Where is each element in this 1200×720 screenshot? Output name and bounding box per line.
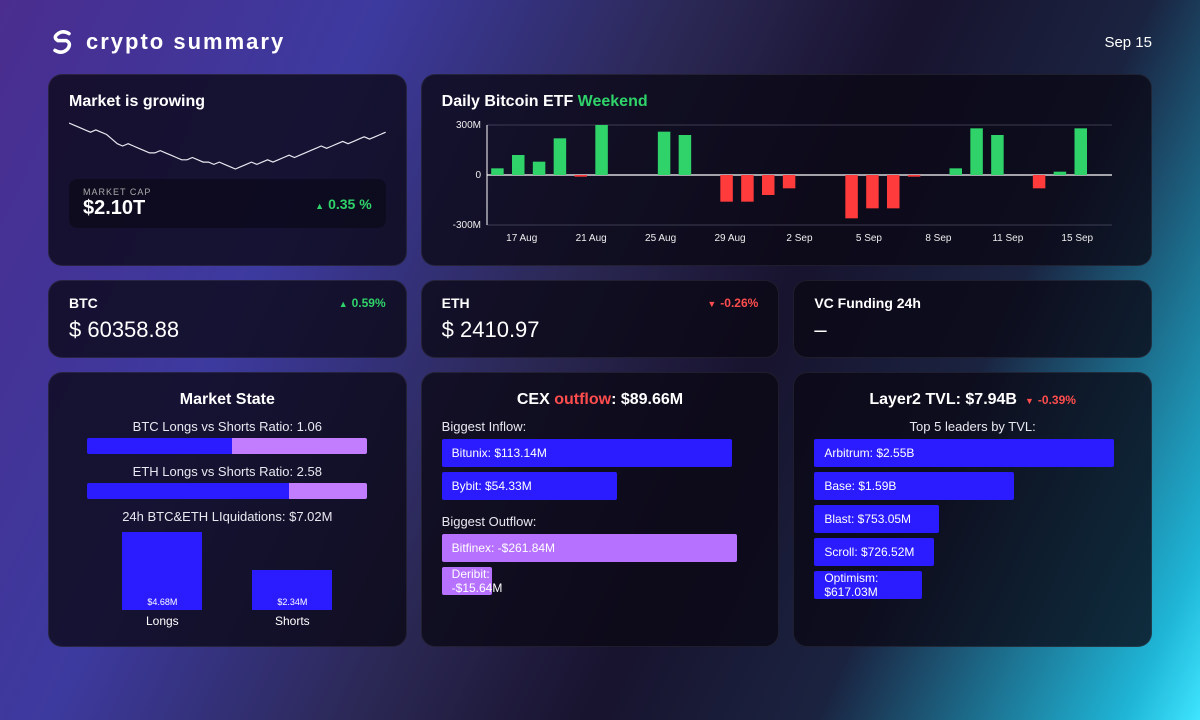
- svg-text:29 Aug: 29 Aug: [714, 233, 745, 244]
- shorts-col: $2.34M Shorts: [252, 570, 332, 628]
- etf-title-suffix: Weekend: [578, 93, 648, 110]
- btc-ratio-label: BTC Longs vs Shorts Ratio: 1.06: [69, 419, 386, 434]
- market-state-card: Market State BTC Longs vs Shorts Ratio: …: [48, 372, 407, 647]
- market-cap-value: $2.10T: [83, 197, 151, 220]
- eth-card: ETH -0.26% $ 2410.97: [421, 280, 780, 358]
- btc-symbol: BTC: [69, 295, 98, 311]
- cex-title: CEX outflow: $89.66M: [442, 391, 759, 409]
- etf-bar-chart: -300M 0 300M 17 Aug 21 Aug 25 Aug 29 Aug 2 Sep 5…: [442, 117, 1122, 247]
- l2-card: Layer2 TVL: $7.94B -0.39% Top 5 leaders …: [793, 372, 1152, 647]
- l2-bar: Arbitrum: $2.55B: [814, 439, 1114, 467]
- svg-text:15 Sep: 15 Sep: [1061, 233, 1093, 244]
- l2-list: Arbitrum: $2.55B Base: $1.59B Blast: $753.…: [814, 439, 1131, 599]
- outflow-label: Biggest Outflow:: [442, 514, 759, 529]
- svg-text:5 Sep: 5 Sep: [856, 233, 883, 244]
- l2-sub: Top 5 leaders by TVL:: [814, 419, 1131, 434]
- l2-title-row: Layer2 TVL: $7.94B -0.39%: [814, 391, 1131, 409]
- eth-ratio-bar: [87, 483, 367, 499]
- longs-col: $4.68M Longs: [122, 532, 202, 628]
- svg-text:25 Aug: 25 Aug: [645, 233, 676, 244]
- market-sparkline: [69, 121, 386, 171]
- svg-text:21 Aug: 21 Aug: [575, 233, 606, 244]
- longs-value: $4.68M: [147, 597, 177, 607]
- svg-text:0: 0: [475, 170, 481, 181]
- eth-ratio-label: ETH Longs vs Shorts Ratio: 2.58: [69, 464, 386, 479]
- eth-pct: -0.26%: [707, 296, 758, 310]
- btc-ratio-bar: [87, 438, 367, 454]
- etf-title-prefix: Daily Bitcoin ETF: [442, 93, 578, 110]
- liq-bars: $4.68M Longs $2.34M Shorts: [69, 532, 386, 628]
- brand-text: crypto summary: [86, 29, 285, 55]
- flow-bar: Bitfinex: -$261.84M: [442, 534, 737, 562]
- vc-value: –: [814, 317, 1131, 343]
- l2-bar: Base: $1.59B: [814, 472, 1014, 500]
- market-title: Market is growing: [69, 93, 386, 111]
- vc-card: VC Funding 24h –: [793, 280, 1152, 358]
- market-state-title: Market State: [69, 391, 386, 409]
- longs-bar: $4.68M: [122, 532, 202, 610]
- btc-pct: 0.59%: [339, 296, 386, 310]
- market-cap-label: MARKET CAP: [83, 187, 151, 197]
- market-cap-pct: 0.35 %: [315, 196, 372, 212]
- l2-bar: Optimism: $617.03M: [814, 571, 922, 599]
- svg-text:2 Sep: 2 Sep: [786, 233, 813, 244]
- svg-text:300M: 300M: [456, 120, 481, 131]
- cex-card: CEX outflow: $89.66M Biggest Inflow: Bit…: [421, 372, 780, 647]
- svg-text:8 Sep: 8 Sep: [925, 233, 952, 244]
- eth-symbol: ETH: [442, 295, 470, 311]
- btc-card: BTC 0.59% $ 60358.88: [48, 280, 407, 358]
- cex-inflows: Bitunix: $113.14M Bybit: $54.33M: [442, 439, 759, 500]
- svg-text:11 Sep: 11 Sep: [992, 233, 1023, 244]
- flow-bar: Deribit: -$15.64M: [442, 567, 492, 595]
- l2-pct: -0.39%: [1025, 393, 1076, 407]
- l2-bar: Scroll: $726.52M: [814, 538, 934, 566]
- flow-bar: Bybit: $54.33M: [442, 472, 617, 500]
- cex-outflows: Bitfinex: -$261.84M Deribit: -$15.64M: [442, 534, 759, 595]
- cex-title-mid: outflow: [554, 391, 611, 408]
- logo: crypto summary: [48, 28, 285, 56]
- btc-price: $ 60358.88: [69, 317, 386, 343]
- eth-price: $ 2410.97: [442, 317, 759, 343]
- svg-text:-300M: -300M: [452, 220, 480, 231]
- svg-text:17 Aug: 17 Aug: [506, 233, 537, 244]
- shorts-label: Shorts: [275, 614, 310, 628]
- l2-title: Layer2 TVL: $7.94B: [869, 391, 1017, 409]
- l2-bar: Blast: $753.05M: [814, 505, 939, 533]
- vc-label: VC Funding 24h: [814, 295, 921, 311]
- cex-title-suffix: : $89.66M: [611, 391, 683, 408]
- header: crypto summary Sep 15: [48, 28, 1152, 56]
- inflow-label: Biggest Inflow:: [442, 419, 759, 434]
- shorts-value: $2.34M: [277, 597, 307, 607]
- flow-bar: Bitunix: $113.14M: [442, 439, 732, 467]
- header-date: Sep 15: [1104, 34, 1152, 51]
- market-cap-box: MARKET CAP $2.10T 0.35 %: [69, 179, 386, 228]
- etf-title: Daily Bitcoin ETF Weekend: [442, 93, 1131, 111]
- cex-title-prefix: CEX: [517, 391, 554, 408]
- shorts-bar: $2.34M: [252, 570, 332, 610]
- liq-label: 24h BTC&ETH LIquidations: $7.02M: [69, 509, 386, 524]
- etf-card: Daily Bitcoin ETF Weekend -300M 0 300M 17 A…: [421, 74, 1152, 266]
- market-growing-card: Market is growing MARKET CAP $2.10T 0.35…: [48, 74, 407, 266]
- longs-label: Longs: [146, 614, 179, 628]
- logo-icon: [48, 28, 76, 56]
